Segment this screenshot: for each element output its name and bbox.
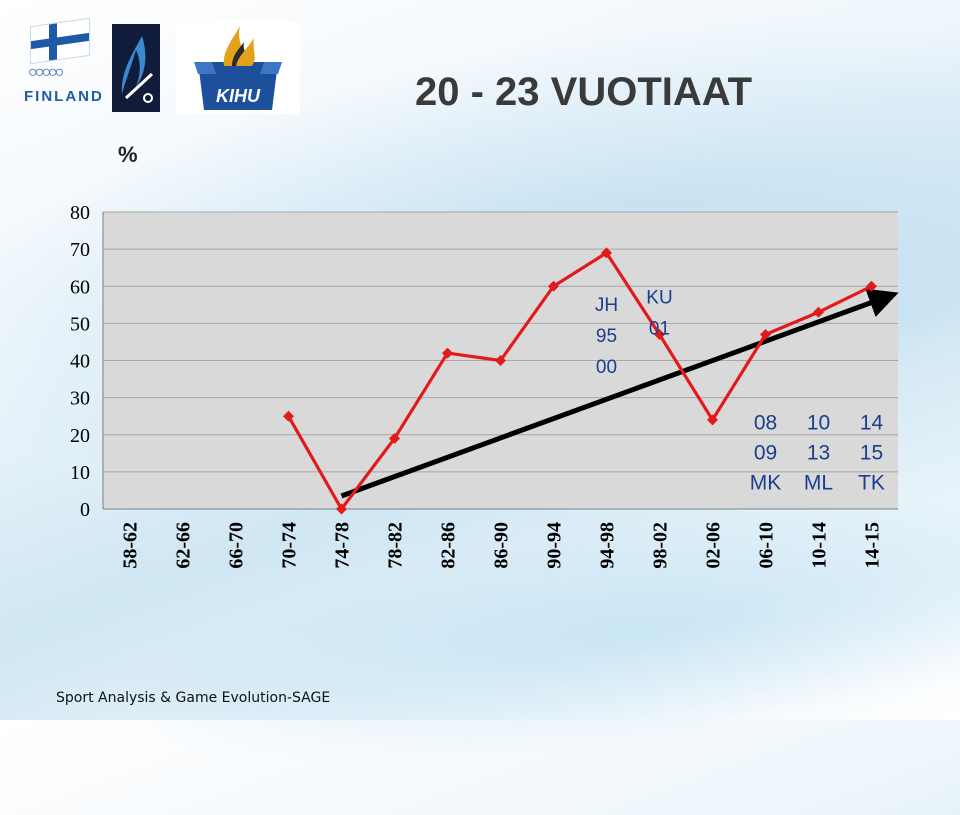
series-line (287, 251, 873, 511)
data-point (442, 347, 453, 359)
x-tick-label: 06-10 (756, 522, 778, 569)
y-tick-label: 10 (70, 462, 90, 484)
trend-arrow (340, 288, 899, 499)
annotation-label: KU (646, 287, 672, 308)
y-tick-label: 40 (70, 351, 90, 373)
y-tick-label: 0 (80, 499, 90, 521)
finland-olympic-logo: ○○○○○ FINLAND (20, 17, 102, 112)
y-tick-label: 80 (70, 202, 90, 224)
data-point (654, 329, 665, 341)
annotation-label: MK (750, 472, 782, 495)
data-point (283, 410, 294, 422)
x-tick-label: 58-62 (120, 522, 142, 569)
olympic-rings-icon: ○○○○○ (28, 64, 64, 81)
x-tick-label: 10-14 (809, 522, 831, 569)
y-tick-label: 20 (70, 425, 90, 447)
annotation-label: TK (858, 472, 885, 495)
data-point (760, 329, 771, 341)
data-point (866, 280, 877, 292)
x-tick-label: 74-78 (332, 522, 354, 569)
x-tick-label: 86-90 (491, 522, 513, 569)
x-tick-label: 78-82 (385, 522, 407, 569)
data-point (601, 247, 612, 259)
annotation-label: 13 (807, 442, 830, 465)
footer-credit: Sport Analysis & Game Evolution-SAGE (56, 690, 331, 706)
annotation-label: 09 (754, 442, 777, 465)
data-point (707, 414, 718, 426)
annotation-label: 10 (807, 412, 830, 435)
annotation-label: 01 (649, 318, 670, 339)
annotation-label: 00 (596, 357, 617, 378)
paralympic-logo (112, 24, 160, 112)
x-tick-label: 02-06 (703, 522, 725, 569)
y-tick-label: 60 (70, 276, 90, 298)
data-point (548, 280, 559, 292)
annotation-label: 95 (596, 326, 617, 347)
y-axis-unit-label: % (118, 142, 138, 167)
finland-logo-text: FINLAND (24, 88, 104, 105)
x-tick-label: 90-94 (544, 522, 566, 569)
annotation-label: ML (804, 472, 833, 495)
data-point (813, 306, 824, 318)
page-title: 20 - 23 VUOTIAAT (415, 70, 753, 114)
x-tick-label: 94-98 (597, 522, 619, 569)
y-tick-label: 50 (70, 313, 90, 335)
x-tick-label: 14-15 (862, 522, 884, 569)
annotation-label: 08 (754, 412, 777, 435)
annotation-label: JH (595, 295, 618, 316)
data-point (336, 503, 347, 515)
x-tick-label: 98-02 (650, 522, 672, 569)
data-point (389, 432, 400, 444)
x-tick-label: 62-66 (173, 522, 195, 569)
kihu-logo-text: KIHU (216, 86, 261, 106)
x-tick-label: 66-70 (226, 522, 248, 569)
kihu-logo: KIHU (176, 22, 300, 114)
data-point (495, 355, 506, 366)
annotation-label: 15 (860, 442, 883, 465)
annotation-label: 14 (860, 412, 884, 435)
x-tick-label: 82-86 (438, 522, 460, 569)
x-tick-label: 70-74 (279, 522, 301, 569)
y-tick-label: 30 (70, 388, 90, 410)
y-tick-label: 70 (70, 239, 90, 261)
